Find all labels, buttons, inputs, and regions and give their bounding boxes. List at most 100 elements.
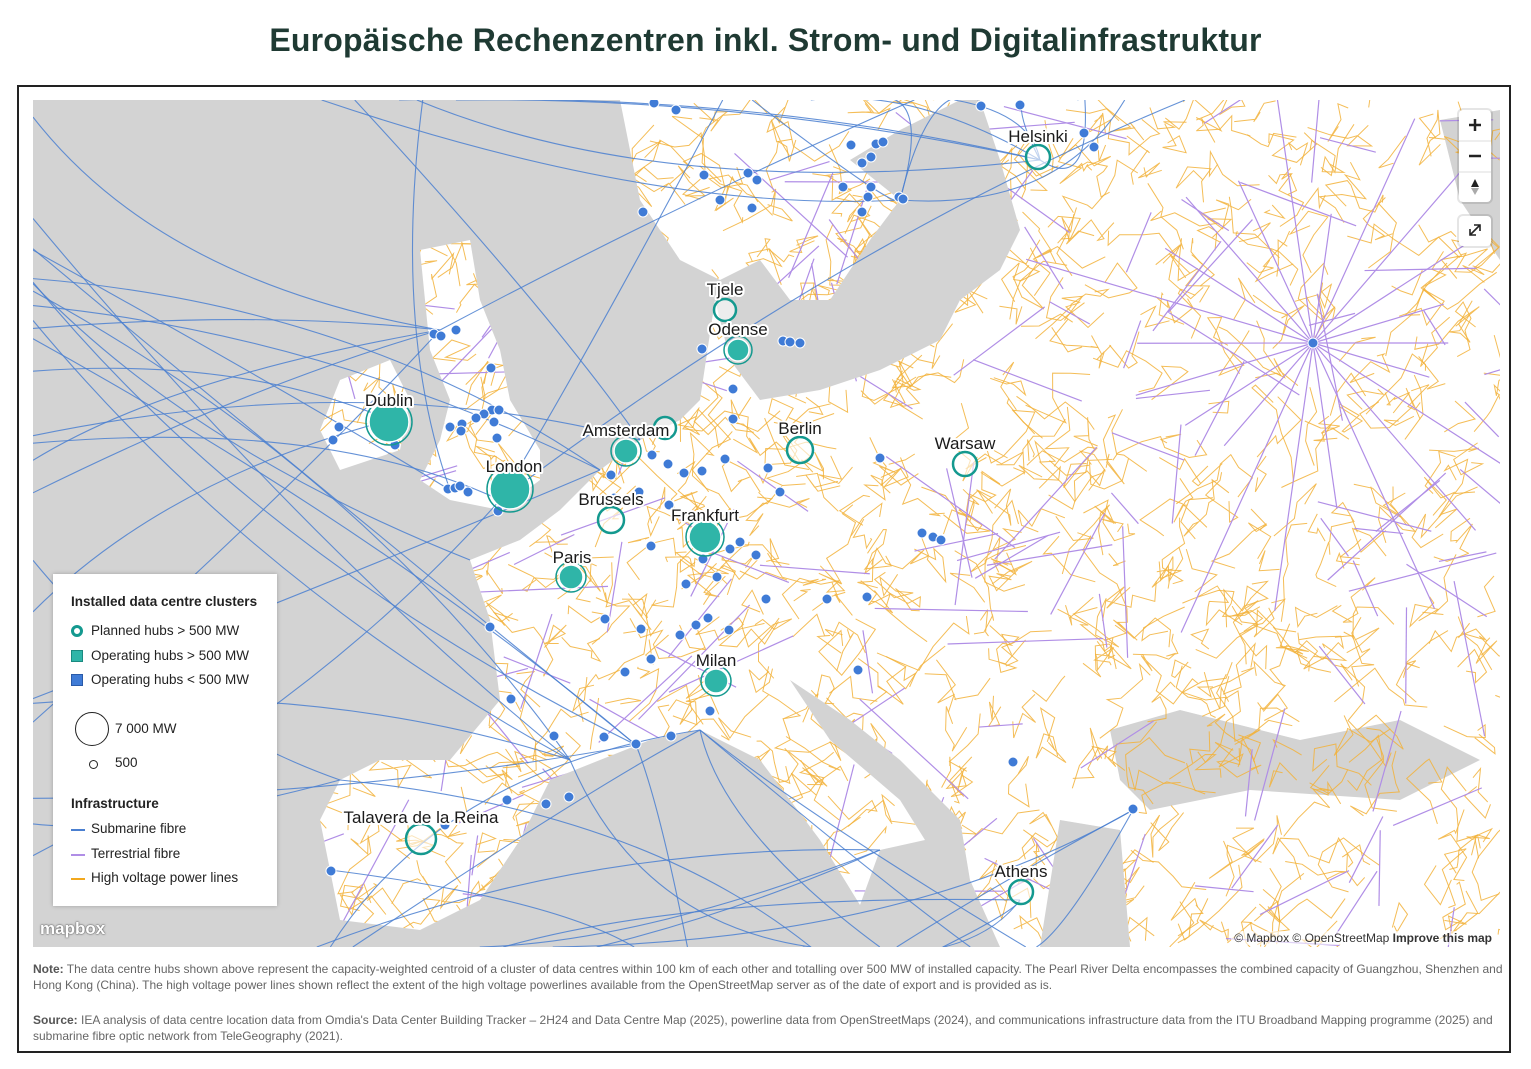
power-line <box>878 656 907 705</box>
hub-label: Talavera de la Reina <box>344 808 500 827</box>
terrestrial-line <box>1459 468 1500 528</box>
small-hub <box>462 486 474 498</box>
power-line <box>850 502 883 536</box>
power-line <box>1138 162 1162 179</box>
terrestrial-line <box>638 604 751 720</box>
power-line <box>733 437 800 465</box>
submarine-line <box>802 899 1021 947</box>
power-line <box>984 409 1036 464</box>
power-line <box>1405 758 1443 825</box>
source-text: IEA analysis of data centre location dat… <box>33 1013 1493 1043</box>
power-line <box>805 474 841 492</box>
power-line <box>656 684 704 725</box>
power-line <box>857 555 893 589</box>
power-line <box>1057 605 1073 626</box>
power-line <box>1232 815 1282 863</box>
terrestrial-line <box>1274 342 1314 611</box>
power-line <box>1418 356 1446 390</box>
power-line <box>1108 553 1126 567</box>
power-line <box>391 878 422 905</box>
power-line <box>1154 295 1194 324</box>
power-line <box>1313 432 1338 442</box>
power-line <box>1418 113 1446 140</box>
legend-item: Operating hubs < 500 MW <box>91 672 249 687</box>
submarine-line <box>479 849 881 947</box>
terrestrial-line <box>1180 342 1314 633</box>
hub-label: Brussels <box>578 490 643 509</box>
power-line <box>756 238 771 258</box>
power-line <box>1208 400 1230 414</box>
power-line <box>757 617 780 679</box>
small-hub <box>563 791 575 803</box>
terrestrial-line <box>974 534 1049 579</box>
terrestrial-line <box>994 446 1098 560</box>
small-hub <box>645 653 657 665</box>
power-line <box>1268 173 1305 227</box>
terrestrial-line <box>668 578 732 658</box>
hub-label: Warsaw <box>935 434 996 453</box>
small-hub <box>704 705 716 717</box>
fullscreen-icon[interactable] <box>1459 216 1491 246</box>
power-line <box>1262 693 1289 721</box>
small-hub <box>1088 141 1100 153</box>
mapbox-logo[interactable]: mapbox <box>40 919 106 938</box>
power-line <box>1477 575 1496 618</box>
power-line <box>1443 458 1476 495</box>
terrestrial-line <box>1168 312 1300 396</box>
power-line <box>1105 580 1157 609</box>
improve-map[interactable]: Improve this map <box>1392 931 1492 945</box>
submarine-line <box>899 100 1126 202</box>
power-line <box>1256 396 1302 458</box>
terrestrial-line <box>1312 303 1444 344</box>
power-line <box>721 460 761 493</box>
power-line <box>1281 167 1298 195</box>
planned-hub <box>1024 143 1052 171</box>
power-line <box>1349 353 1391 384</box>
power-line <box>1055 516 1094 542</box>
power-line <box>1149 107 1187 130</box>
small-hub <box>861 591 873 603</box>
power-line <box>1065 108 1120 122</box>
terrestrial-line <box>333 799 410 940</box>
power-line <box>1190 628 1210 650</box>
swatch-power <box>71 878 85 880</box>
power-line <box>645 599 663 637</box>
power-line <box>1233 277 1256 320</box>
power-line <box>1385 271 1497 357</box>
power-line <box>699 100 768 132</box>
terrestrial-line <box>954 462 975 606</box>
power-line <box>1424 450 1456 494</box>
power-line <box>1200 198 1252 230</box>
power-line <box>1001 630 1052 655</box>
power-line <box>902 100 951 125</box>
power-line <box>1162 123 1187 154</box>
power-line <box>1130 849 1207 890</box>
small-hub <box>1307 337 1319 349</box>
terrestrial-line <box>995 179 1070 234</box>
power-line <box>1301 187 1326 211</box>
compass[interactable] <box>1471 179 1479 187</box>
power-line <box>1022 418 1066 475</box>
power-line <box>1440 239 1473 279</box>
small-hub <box>784 336 796 348</box>
operating-hub <box>558 564 584 590</box>
power-line <box>1297 262 1336 339</box>
power-line <box>1125 737 1186 805</box>
power-line <box>1150 812 1184 852</box>
small-hub <box>865 151 877 163</box>
terrestrial-line <box>1194 885 1254 893</box>
power-line <box>1091 335 1112 369</box>
small-hub <box>1007 756 1019 768</box>
hub-label: Athens <box>995 862 1048 881</box>
power-line <box>1329 501 1358 543</box>
submarine-line <box>596 849 881 947</box>
power-line <box>1378 135 1407 169</box>
power-line <box>677 165 710 197</box>
power-line <box>1309 769 1349 795</box>
credits[interactable]: © Mapbox © OpenStreetMap <box>1234 931 1390 945</box>
submarine-line <box>33 401 641 441</box>
power-line <box>649 131 706 200</box>
zoom-in[interactable] <box>1469 119 1481 131</box>
power-line <box>435 833 465 884</box>
power-line <box>741 608 793 648</box>
